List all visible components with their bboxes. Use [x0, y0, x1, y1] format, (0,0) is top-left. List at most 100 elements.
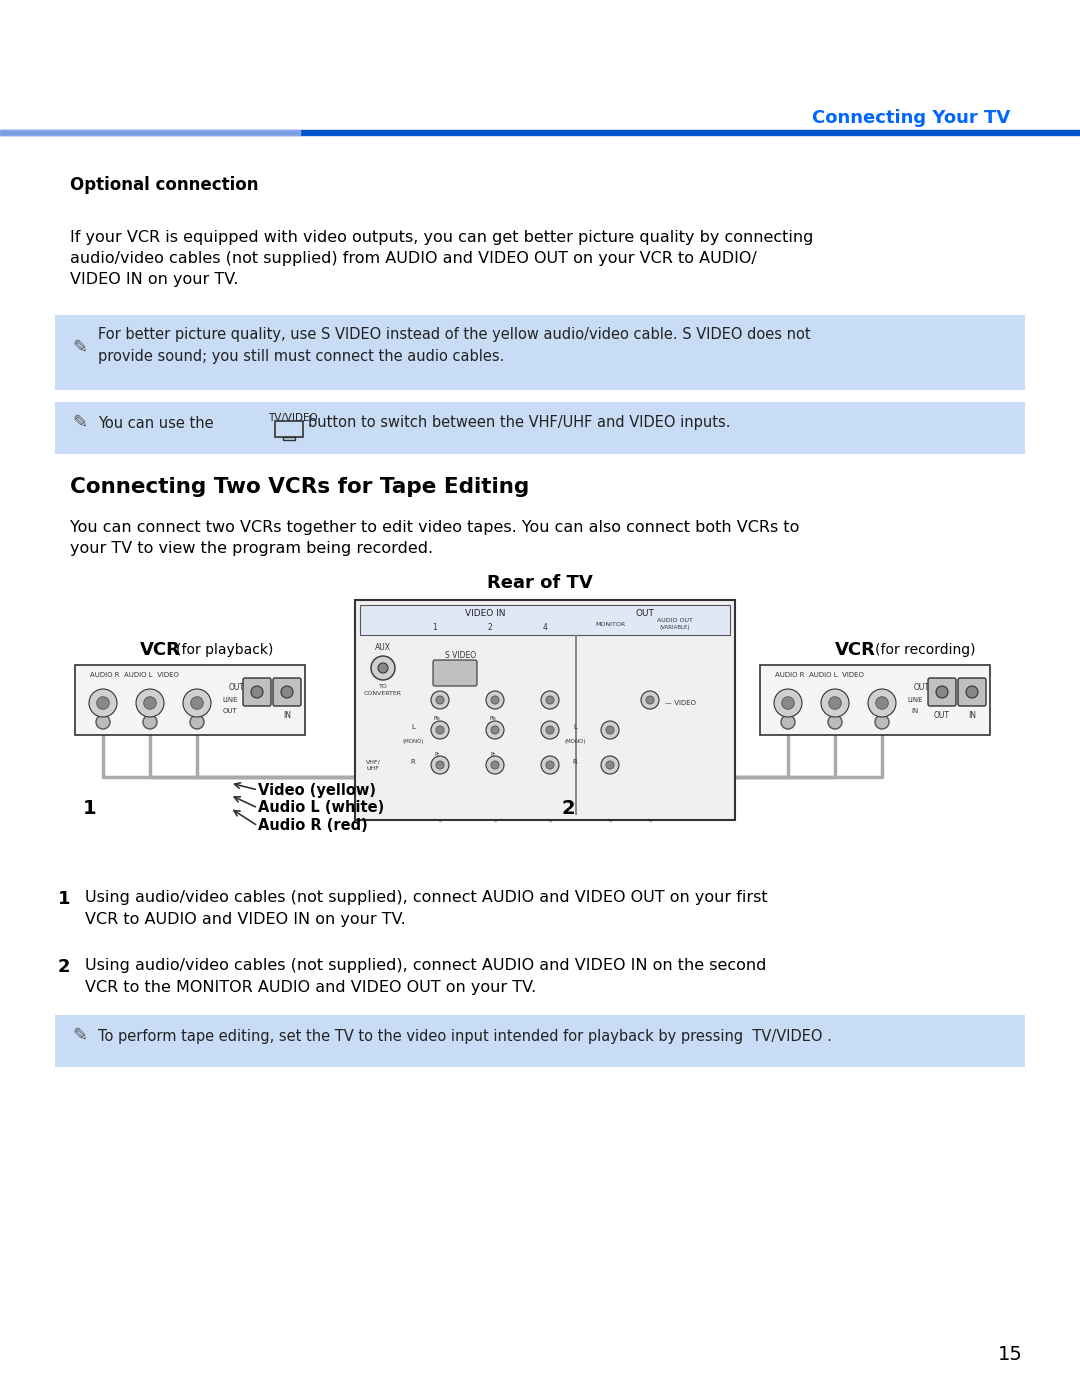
Text: Rear of TV: Rear of TV	[487, 574, 593, 592]
Circle shape	[491, 696, 499, 704]
Circle shape	[876, 697, 888, 710]
Text: If your VCR is equipped with video outputs, you can get better picture quality b: If your VCR is equipped with video outpu…	[70, 231, 813, 286]
Circle shape	[281, 686, 293, 698]
Circle shape	[936, 686, 948, 698]
Text: (for recording): (for recording)	[875, 643, 975, 657]
Circle shape	[251, 686, 264, 698]
Text: LINE: LINE	[222, 697, 238, 703]
Bar	[575, 636, 577, 814]
Text: Using audio/video cables (not supplied), connect AUDIO and VIDEO OUT on your fir: Using audio/video cables (not supplied),…	[85, 890, 768, 926]
Text: Pr: Pr	[490, 753, 496, 757]
Bar	[55, 314, 1025, 390]
Circle shape	[486, 756, 504, 774]
Text: Using audio/video cables (not supplied), connect AUDIO and VIDEO IN on the secon: Using audio/video cables (not supplied),…	[85, 958, 767, 995]
Circle shape	[431, 692, 449, 710]
Text: IN: IN	[968, 711, 976, 719]
Text: AUDIO R  AUDIO L  VIDEO: AUDIO R AUDIO L VIDEO	[775, 672, 864, 678]
Text: L: L	[573, 724, 577, 731]
Bar	[0, 130, 1080, 136]
Text: 2: 2	[58, 958, 70, 977]
Bar	[55, 402, 1025, 454]
Text: VCR: VCR	[835, 641, 876, 659]
Text: OUT: OUT	[934, 711, 950, 719]
Text: 1: 1	[83, 799, 97, 817]
Circle shape	[491, 726, 499, 733]
Circle shape	[782, 697, 794, 710]
Circle shape	[606, 761, 615, 770]
Text: 1: 1	[58, 890, 70, 908]
Circle shape	[486, 721, 504, 739]
Text: You can connect two VCRs together to edit video tapes. You can also connect both: You can connect two VCRs together to edi…	[70, 520, 799, 556]
Circle shape	[436, 726, 444, 733]
Text: LINE: LINE	[907, 697, 922, 703]
Text: OUT: OUT	[222, 708, 238, 714]
Circle shape	[821, 689, 849, 717]
Text: 4: 4	[542, 623, 548, 633]
Text: (MONO): (MONO)	[564, 739, 585, 745]
Text: ✎: ✎	[72, 414, 87, 432]
Circle shape	[97, 697, 109, 710]
Circle shape	[875, 715, 889, 729]
Text: AUDIO OUT: AUDIO OUT	[657, 617, 693, 623]
Circle shape	[600, 721, 619, 739]
Text: VHF/
UHF: VHF/ UHF	[366, 760, 380, 771]
Text: (for playback): (for playback)	[176, 643, 273, 657]
Text: TO
CONVERTER: TO CONVERTER	[364, 685, 402, 696]
Text: AUX: AUX	[375, 644, 391, 652]
Circle shape	[828, 715, 842, 729]
Text: (VARIABLE): (VARIABLE)	[660, 626, 690, 630]
Circle shape	[646, 696, 654, 704]
FancyBboxPatch shape	[433, 659, 477, 686]
Text: MONITOR: MONITOR	[595, 623, 625, 627]
Text: VIDEO IN: VIDEO IN	[464, 609, 505, 617]
FancyBboxPatch shape	[958, 678, 986, 705]
Circle shape	[372, 657, 395, 680]
Text: VCR: VCR	[139, 641, 180, 659]
Circle shape	[431, 721, 449, 739]
Circle shape	[436, 696, 444, 704]
Text: Optional connection: Optional connection	[70, 176, 258, 194]
Text: ✎: ✎	[72, 1027, 87, 1045]
Text: 15: 15	[998, 1345, 1023, 1365]
Circle shape	[774, 689, 802, 717]
Bar	[75, 665, 305, 735]
Text: You can use the: You can use the	[98, 415, 218, 430]
Text: 2: 2	[562, 799, 575, 817]
Text: OUT: OUT	[229, 683, 245, 692]
Circle shape	[642, 692, 659, 710]
Bar	[55, 1016, 1025, 1067]
Bar	[0, 130, 300, 136]
Circle shape	[541, 756, 559, 774]
FancyBboxPatch shape	[273, 678, 301, 705]
Bar	[355, 599, 735, 820]
Circle shape	[431, 756, 449, 774]
Circle shape	[966, 686, 978, 698]
Text: Video (yellow): Video (yellow)	[258, 782, 376, 798]
Circle shape	[606, 726, 615, 733]
Bar	[275, 420, 303, 437]
FancyBboxPatch shape	[243, 678, 271, 705]
Bar	[760, 665, 990, 735]
Bar	[360, 605, 730, 636]
Text: OUT: OUT	[914, 683, 930, 692]
Text: 1: 1	[433, 623, 437, 633]
Circle shape	[546, 761, 554, 770]
Circle shape	[546, 696, 554, 704]
Text: R: R	[572, 759, 578, 766]
Circle shape	[191, 697, 203, 710]
Circle shape	[436, 761, 444, 770]
Text: L: L	[411, 724, 415, 731]
Text: For better picture quality, use S VIDEO instead of the yellow audio/video cable.: For better picture quality, use S VIDEO …	[98, 327, 811, 363]
Text: — VIDEO: — VIDEO	[665, 700, 696, 705]
Circle shape	[136, 689, 164, 717]
Text: IN: IN	[283, 711, 291, 719]
Text: OUT: OUT	[635, 609, 654, 617]
Text: S VIDEO: S VIDEO	[445, 651, 476, 659]
Text: Connecting Your TV: Connecting Your TV	[812, 109, 1010, 127]
Circle shape	[491, 761, 499, 770]
Text: 2: 2	[488, 623, 492, 633]
Circle shape	[143, 715, 157, 729]
Text: Audio R (red): Audio R (red)	[258, 819, 368, 834]
Text: (MONO): (MONO)	[402, 739, 423, 745]
Circle shape	[541, 692, 559, 710]
